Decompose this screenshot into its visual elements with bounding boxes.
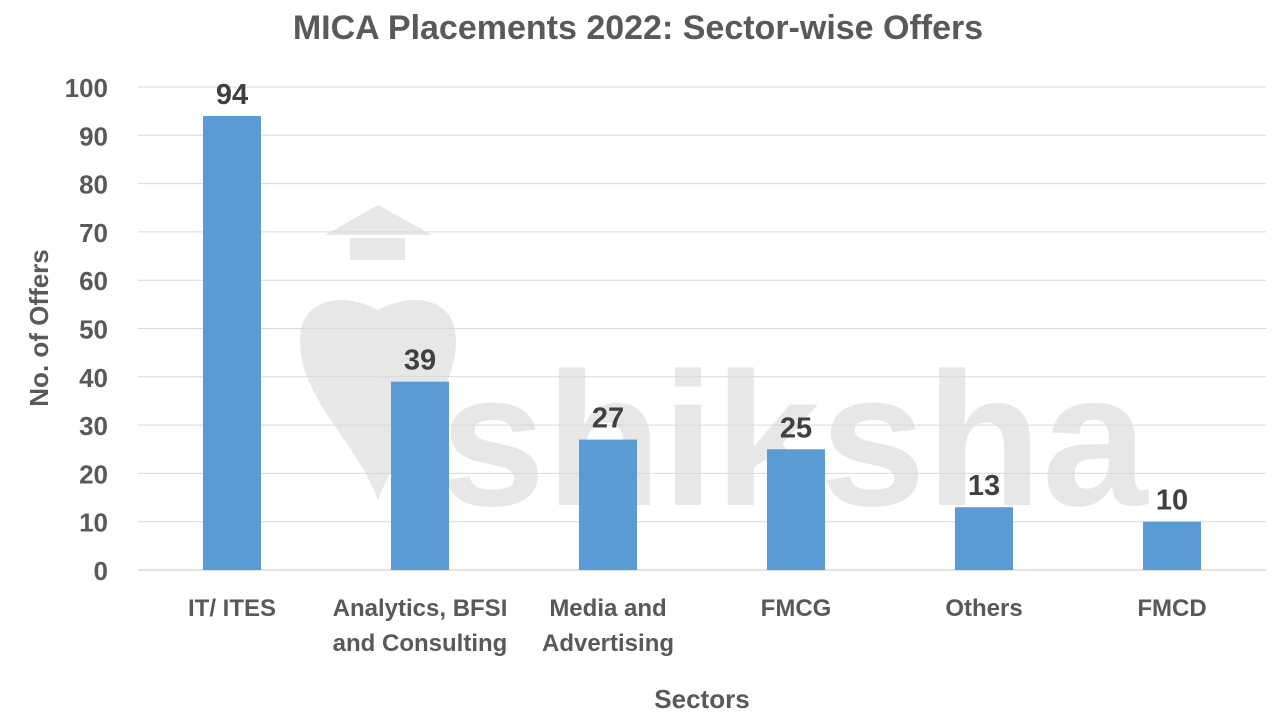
x-tick-label: Others [945, 595, 1022, 622]
y-tick-label: 100 [65, 73, 108, 103]
chart-title: MICA Placements 2022: Sector-wise Offers [293, 9, 983, 47]
bar [1143, 521, 1201, 570]
y-tick-label: 50 [79, 315, 108, 345]
bar [391, 381, 449, 570]
bar [203, 115, 261, 570]
x-tick-label: FMCG [761, 595, 832, 622]
y-tick-label: 90 [79, 121, 108, 151]
bar [579, 439, 637, 570]
y-tick-label: 80 [79, 170, 108, 200]
data-label: 27 [592, 403, 624, 435]
x-tick-label: and Consulting [333, 630, 508, 657]
data-label: 25 [780, 412, 812, 444]
data-label: 39 [404, 345, 436, 377]
data-label: 10 [1156, 485, 1188, 517]
y-tick-label: 0 [94, 556, 108, 586]
x-tick-label: Advertising [542, 630, 674, 657]
data-label: 13 [968, 470, 1000, 502]
x-axis-label: Sectors [654, 684, 749, 714]
bar [767, 449, 825, 570]
x-tick-label: FMCD [1137, 595, 1206, 622]
y-tick-label: 70 [79, 218, 108, 248]
bar [955, 507, 1013, 570]
x-tick-label: Analytics, BFSI [333, 595, 508, 622]
y-tick-label: 20 [79, 459, 108, 489]
x-tick-label: Media and [549, 595, 666, 622]
y-tick-label: 30 [79, 411, 108, 441]
y-tick-label: 60 [79, 266, 108, 296]
y-axis-label: No. of Offers [24, 249, 54, 406]
y-tick-label: 10 [79, 508, 108, 538]
x-tick-label: IT/ ITES [188, 595, 276, 622]
data-label: 94 [216, 79, 248, 111]
y-tick-label: 40 [79, 363, 108, 393]
